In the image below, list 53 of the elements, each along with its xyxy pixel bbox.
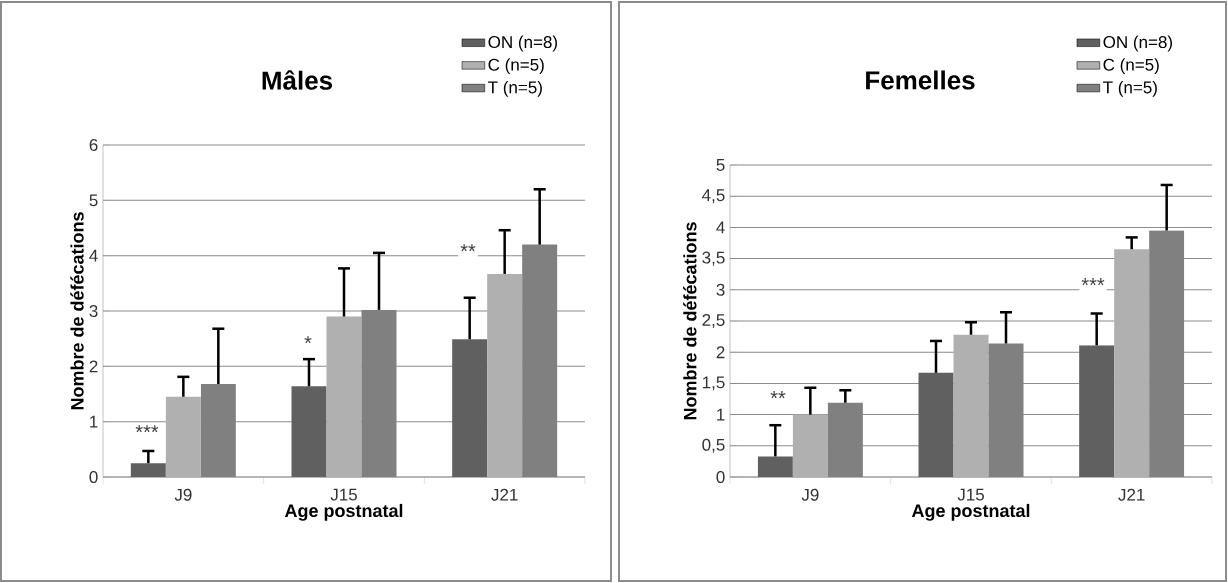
- y-tick-label: 1: [717, 408, 725, 421]
- y-tick-label: 2,5: [702, 313, 725, 329]
- y-tick-label: 4,5: [702, 189, 725, 204]
- bar: [452, 339, 488, 477]
- y-tick-label: 5: [89, 194, 98, 207]
- legend-label: ON (n=8): [488, 35, 557, 52]
- x-tick-label: J21: [491, 488, 518, 501]
- y-tick-label: 3: [89, 304, 98, 318]
- legend-label: ON (n=8): [1103, 35, 1172, 52]
- bar: [953, 334, 989, 477]
- bar: [792, 414, 828, 477]
- y-tick-label: 2: [716, 346, 725, 359]
- y-tick-label: 1,5: [702, 376, 725, 391]
- bar: [291, 386, 327, 477]
- bar: [1079, 345, 1115, 477]
- bar: [326, 316, 362, 477]
- x-tick-label: J9: [174, 488, 192, 501]
- chart-title: Femelles: [866, 70, 975, 90]
- y-tick-label: 1: [90, 415, 98, 428]
- y-tick-label: 0,5: [702, 438, 725, 453]
- x-tick-label: J21: [1118, 488, 1145, 501]
- y-tick-label: 4: [716, 221, 725, 234]
- x-tick-label: J15: [330, 488, 357, 501]
- x-tick-label: J15: [957, 488, 984, 501]
- bar: [130, 463, 166, 477]
- y-tick-label: 3,5: [702, 251, 725, 266]
- annotation: **: [460, 244, 476, 252]
- legend-label: T (n=5): [1103, 80, 1157, 97]
- y-axis-title: Nombre de défécations: [70, 212, 84, 410]
- y-tick-label: 6: [89, 138, 98, 152]
- annotation: **: [770, 391, 786, 399]
- y-tick-label: 0: [716, 470, 725, 484]
- bar: [487, 273, 523, 477]
- legend-label: T (n=5): [488, 80, 542, 97]
- legend-label: C (n=5): [1103, 58, 1159, 75]
- bar: [757, 456, 793, 477]
- bar: [918, 372, 954, 477]
- annotation: ***: [135, 425, 159, 433]
- y-tick-label: 0: [89, 470, 98, 484]
- x-axis-title: Age postnatal: [911, 503, 1030, 521]
- y-axis-title: Nombre de défécations: [683, 222, 697, 420]
- y-tick-label: 3: [716, 283, 725, 296]
- annotation: *: [304, 336, 312, 344]
- annotation: ***: [1081, 278, 1105, 286]
- y-tick-label: 2: [89, 360, 98, 373]
- bar: [165, 396, 201, 477]
- x-tick-label: J9: [801, 488, 819, 501]
- y-tick-label: 4: [89, 249, 98, 262]
- bar: [1114, 249, 1150, 477]
- chart-title: Mâles: [262, 70, 333, 90]
- x-axis-title: Age postnatal: [284, 503, 403, 521]
- y-tick-label: 5: [716, 159, 725, 171]
- legend-label: C (n=5): [488, 58, 544, 75]
